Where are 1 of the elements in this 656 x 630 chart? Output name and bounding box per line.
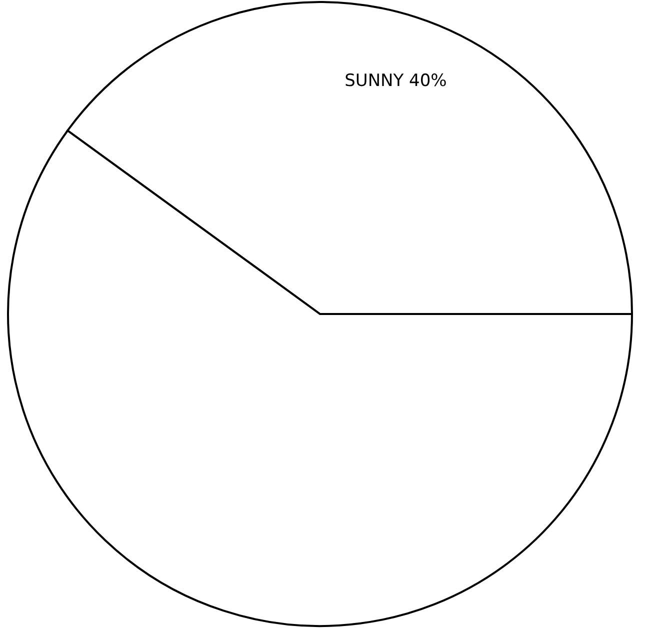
slice-label: SUNNY 40% — [344, 70, 447, 91]
